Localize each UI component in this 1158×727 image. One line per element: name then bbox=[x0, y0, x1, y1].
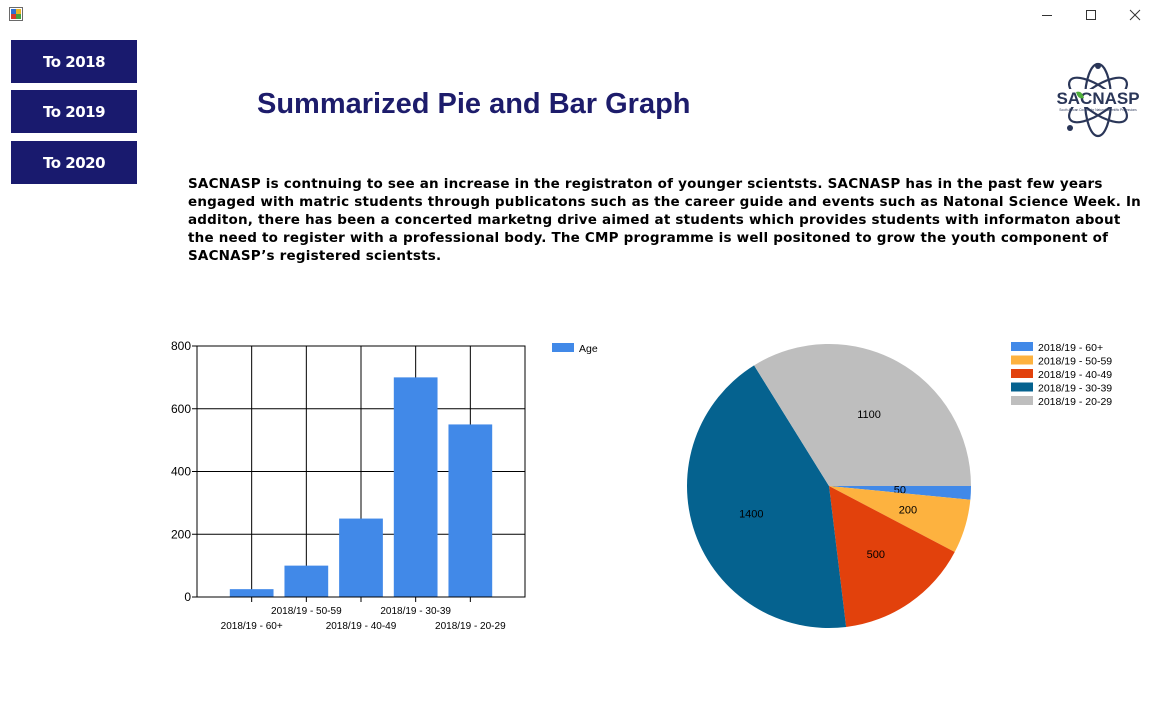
logo-subtitle: South African Council for Natural Scient… bbox=[1059, 108, 1137, 112]
pie-slice-label: 200 bbox=[899, 505, 917, 517]
pie-legend-label: 2018/19 - 60+ bbox=[1038, 342, 1103, 354]
bar-3 bbox=[339, 518, 383, 597]
pie-legend-label: 2018/19 - 50-59 bbox=[1038, 356, 1112, 368]
pie-slice-4 bbox=[686, 365, 847, 628]
app-icon bbox=[9, 7, 23, 21]
bar-xtick-label: 2018/19 - 30-39 bbox=[380, 606, 451, 617]
sacnasp-logo: SACNASP South African Council for Natura… bbox=[1051, 62, 1145, 138]
bar-ytick-label: 0 bbox=[184, 590, 191, 604]
maximize-button[interactable] bbox=[1068, 0, 1114, 30]
bar-2 bbox=[284, 565, 329, 597]
bar-4 bbox=[393, 377, 438, 597]
bar-ytick-label: 800 bbox=[171, 339, 191, 353]
minimize-button[interactable] bbox=[1024, 0, 1070, 30]
bar-ytick-label: 600 bbox=[171, 402, 191, 416]
pie-legend-swatch bbox=[1011, 382, 1033, 392]
page-title: Summarized Pie and Bar Graph bbox=[257, 88, 691, 120]
pie-legend-label: 2018/19 - 30-39 bbox=[1038, 383, 1112, 395]
pie-slice-5 bbox=[754, 343, 971, 486]
pie-legend-label: 2018/19 - 40-49 bbox=[1038, 369, 1112, 381]
pie-legend-swatch bbox=[1011, 342, 1033, 351]
pie-slice-label: 500 bbox=[867, 549, 885, 561]
to-2020-button[interactable]: To 2020 bbox=[11, 141, 137, 184]
bar-xtick-label: 2018/19 - 50-59 bbox=[271, 606, 342, 617]
pie-slice-3 bbox=[829, 486, 955, 627]
pie-legend-swatch bbox=[1011, 369, 1033, 378]
bar-1 bbox=[229, 589, 274, 597]
description-text: SACNASP is contnuing to see an increase … bbox=[188, 176, 1141, 264]
pie-legend-label: 2018/19 - 20-29 bbox=[1038, 396, 1112, 408]
pie-slice-label: 1100 bbox=[857, 409, 881, 421]
pie-slice-1 bbox=[829, 486, 971, 500]
pie-legend-swatch bbox=[1011, 396, 1033, 405]
bar-xtick-label: 2018/19 - 60+ bbox=[221, 621, 283, 632]
pie-slice-label: 1400 bbox=[739, 508, 763, 520]
bar-xtick-label: 2018/19 - 40-49 bbox=[326, 621, 397, 632]
close-icon bbox=[1129, 9, 1141, 21]
bar-legend-label: Age bbox=[579, 343, 598, 355]
bar-ytick-label: 400 bbox=[171, 465, 191, 479]
to-2018-button[interactable]: To 2018 bbox=[11, 40, 137, 83]
bar-legend-swatch bbox=[552, 343, 574, 352]
maximize-icon bbox=[1086, 10, 1096, 20]
bar-5 bbox=[448, 424, 493, 597]
pie-legend-swatch bbox=[1011, 355, 1033, 365]
bar-ytick-label: 200 bbox=[171, 527, 191, 541]
pie-slice-2 bbox=[829, 486, 971, 552]
to-2019-button[interactable]: To 2019 bbox=[11, 90, 137, 133]
minimize-icon bbox=[1042, 15, 1052, 16]
close-button[interactable] bbox=[1112, 0, 1158, 30]
window-titlebar bbox=[0, 0, 1158, 30]
bar-xtick-label: 2018/19 - 20-29 bbox=[435, 621, 506, 632]
